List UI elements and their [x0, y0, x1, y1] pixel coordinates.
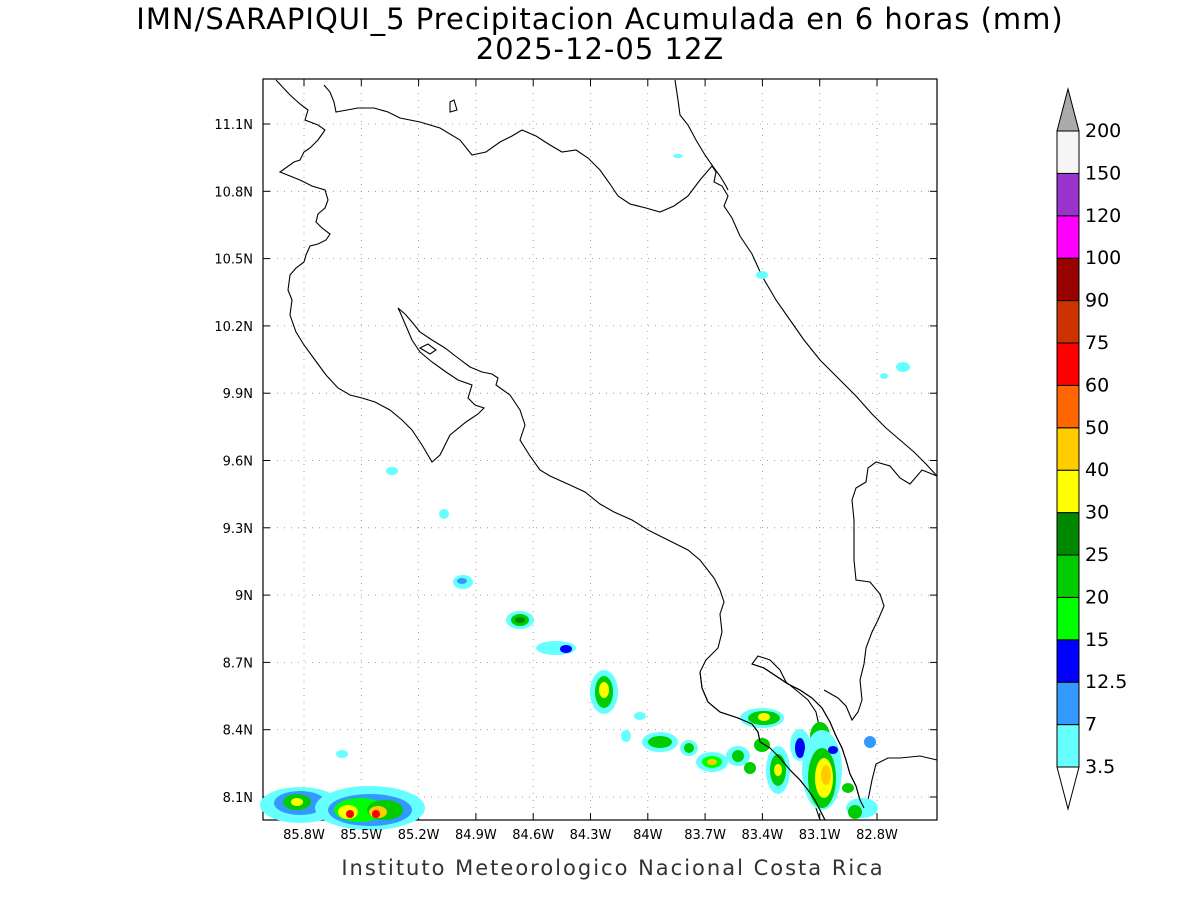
lon-tick-label: 82.8W	[856, 828, 898, 843]
lon-tick-label: 84.6W	[512, 828, 554, 843]
lat-tick-label: 10.2N	[214, 320, 253, 335]
lon-tick-label: 84W	[633, 828, 663, 843]
colorbar-label: 3.5	[1085, 756, 1115, 778]
colorbar-swatch	[1056, 681, 1080, 726]
colorbar-label: 150	[1085, 162, 1121, 184]
lon-tick-label: 83.7W	[684, 828, 726, 843]
colorbar-swatch	[1056, 257, 1080, 302]
colorbar-swatch	[1056, 639, 1080, 683]
lon-tick-label: 85.5W	[340, 828, 382, 843]
lat-tick-label: 10.5N	[214, 253, 253, 268]
lat-tick-label: 9.9N	[223, 387, 253, 402]
colorbar-swatch	[1056, 596, 1080, 641]
colorbar-label: 40	[1085, 459, 1109, 481]
colorbar-swatch	[1056, 554, 1080, 598]
lon-tick-label: 83.1W	[799, 828, 841, 843]
colorbar-over-triangle	[1056, 87, 1080, 132]
map-subtitle-date: 2025-12-05 12Z	[475, 32, 725, 66]
map-title: IMN/SARAPIQUI_5 Precipitacion Acumulada …	[136, 2, 1064, 36]
colorbar-label: 120	[1085, 205, 1121, 227]
lon-tick-label: 85.8W	[283, 828, 325, 843]
colorbar-label: 200	[1085, 120, 1121, 142]
colorbar-swatch	[1056, 342, 1080, 386]
colorbar-label: 7	[1085, 714, 1097, 736]
colorbar-swatch	[1056, 724, 1080, 768]
lat-tick-label: 8.7N	[223, 656, 253, 671]
colorbar-swatch	[1056, 130, 1080, 174]
latitude-tick-labels: 11.1N 10.8N 10.5N 10.2N 9.9N 9.6N 9.3N 9N 8.7N 8.…	[214, 118, 253, 806]
lat-tick-label: 9.3N	[223, 522, 253, 537]
colorbar-label: 15	[1085, 629, 1109, 651]
lat-tick-label: 10.8N	[214, 185, 253, 200]
lat-tick-label: 9.6N	[223, 455, 253, 470]
colorbar: 3.5 7 12.5 15 20 25 30 40 50 60 75 90 100 120 150 200	[1056, 87, 1127, 811]
colorbar-label: 30	[1085, 502, 1109, 524]
lat-tick-label: 9N	[235, 589, 253, 604]
lon-tick-label: 84.3W	[570, 828, 612, 843]
lat-tick-label: 8.4N	[223, 724, 253, 739]
colorbar-label: 60	[1085, 374, 1109, 396]
colorbar-label: 25	[1085, 544, 1109, 566]
lon-tick-label: 83.4W	[741, 828, 783, 843]
lat-tick-label: 11.1N	[214, 118, 253, 133]
colorbar-swatch	[1056, 215, 1080, 259]
longitude-tick-labels: 85.8W 85.5W 85.2W 84.9W 84.6W 84.3W 84W 83.7W 83…	[283, 828, 898, 843]
coastline-overlay	[699, 663, 865, 821]
gridlines	[263, 79, 937, 820]
colorbar-label: 100	[1085, 247, 1121, 269]
colorbar-swatch	[1056, 512, 1080, 556]
colorbar-swatch	[1056, 300, 1080, 344]
colorbar-label: 90	[1085, 290, 1109, 312]
colorbar-label: 50	[1085, 417, 1109, 439]
footer-credit: Instituto Meteorologico Nacional Costa R…	[341, 856, 885, 880]
colorbar-swatch	[1056, 469, 1080, 514]
colorbar-swatch	[1056, 172, 1080, 217]
colorbar-under-triangle	[1056, 766, 1080, 811]
colorbar-swatch	[1056, 427, 1080, 471]
colorbar-label: 75	[1085, 332, 1109, 354]
lon-tick-label: 84.9W	[455, 828, 497, 843]
precipitation-field	[260, 154, 910, 830]
colorbar-label: 12.5	[1085, 671, 1127, 693]
lat-tick-label: 8.1N	[223, 791, 253, 806]
colorbar-swatch	[1056, 384, 1080, 429]
colorbar-label: 20	[1085, 586, 1109, 608]
lon-tick-label: 85.2W	[398, 828, 440, 843]
